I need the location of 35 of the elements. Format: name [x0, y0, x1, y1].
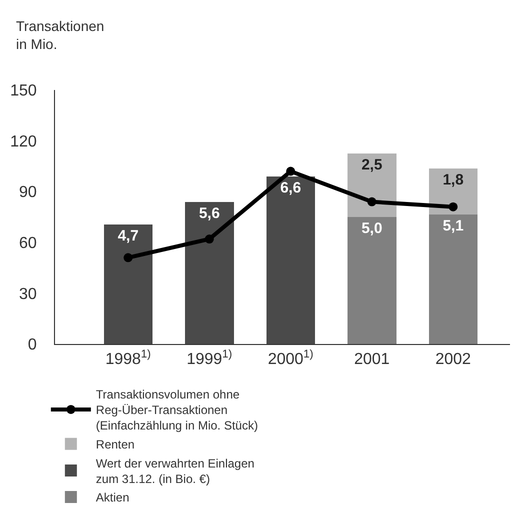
y-tick-label: 0	[28, 336, 37, 354]
data-label: 5,0	[361, 220, 382, 237]
data-label: 4,7	[118, 228, 139, 245]
bar	[428, 168, 478, 214]
legend-label: Transaktionsvolumen ohne Reg-Über-Transaktionen (Einfachzählung in Mio. Stück)	[96, 388, 258, 433]
y-tick-label: 150	[10, 82, 37, 100]
y-tick-label: 30	[19, 286, 37, 303]
x-tick-label: 2001	[354, 351, 390, 368]
data-label: 6,6	[280, 179, 302, 196]
bar	[348, 217, 396, 344]
point	[367, 197, 376, 206]
legend-label: Aktien	[96, 490, 130, 505]
point	[286, 166, 296, 176]
bar	[185, 202, 234, 344]
x-tick-label: 2002	[435, 351, 472, 368]
x-tick-label: 1998$^{1)}$	[105, 348, 152, 368]
point	[124, 253, 133, 262]
x-tick-label: 2000$^{1)}$	[268, 348, 314, 368]
data-label: 5,1	[442, 217, 464, 234]
bar	[266, 176, 315, 344]
y-tick-label: 90	[19, 184, 37, 202]
point	[448, 202, 458, 212]
data-label: 2,5	[361, 156, 382, 174]
bar	[348, 154, 396, 217]
point	[204, 234, 214, 244]
bar	[104, 224, 152, 344]
bar	[428, 214, 478, 344]
y-tick-label: 60	[19, 235, 37, 252]
y-tick-label: 120	[10, 133, 37, 150]
x-tick-label: 1999$^{1)}$	[186, 348, 232, 368]
legend-label: Renten	[96, 438, 135, 452]
y-axis-title: Transaktionen in Mio.	[16, 18, 104, 52]
data-label: 1,8	[442, 172, 464, 189]
legend-label: Wert der verwahrten Einlagen zum 31.12. (in Bio. €)	[96, 456, 254, 486]
data-label: 5,6	[198, 204, 220, 222]
